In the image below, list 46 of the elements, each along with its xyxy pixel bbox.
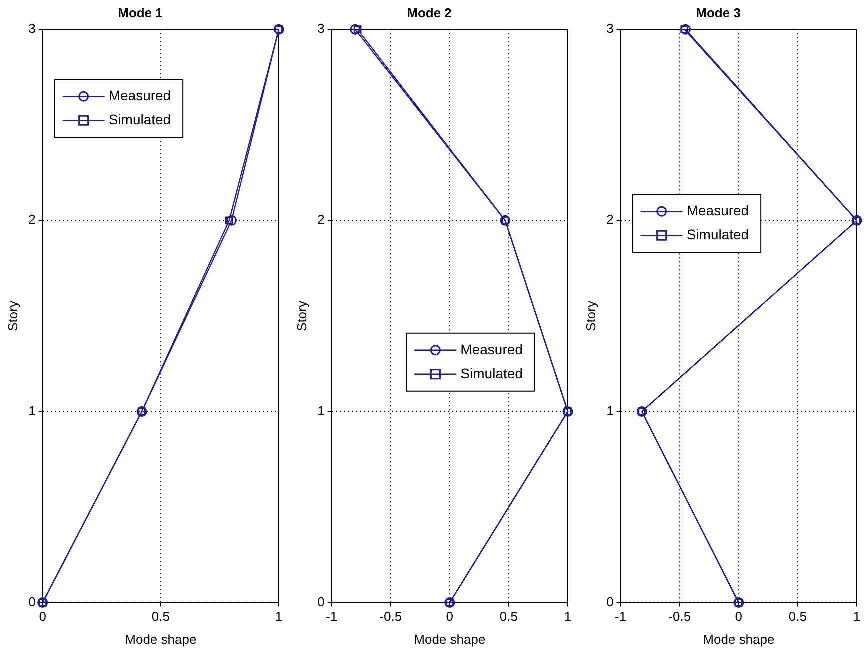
x-axis-title: Mode shape: [703, 632, 775, 647]
y-tick-label: 3: [318, 21, 325, 36]
y-tick-label: 2: [318, 212, 325, 228]
point: [680, 24, 692, 35]
chart-title: Mode 2: [407, 5, 452, 20]
y-tick-label: 2: [28, 212, 36, 228]
legend-label: Simulated: [686, 226, 750, 242]
y-axis-title: Story: [583, 300, 598, 332]
x-tick-label: 0: [735, 609, 743, 624]
point: [354, 26, 362, 34]
legend-label: Measured: [460, 341, 523, 358]
x-tick-label: 0: [446, 609, 454, 624]
legend-label: Simulated: [460, 365, 523, 382]
y-tick-label: 3: [28, 21, 36, 36]
x-tick-label: 1: [275, 609, 283, 624]
point: [225, 216, 234, 225]
x-tick-label: 0.5: [788, 609, 807, 624]
x-axis-title: Mode shape: [414, 632, 486, 647]
y-tick-label: 2: [606, 212, 614, 228]
x-axis-title: Mode shape: [125, 632, 197, 647]
y-tick-label: 1: [318, 403, 325, 418]
y-tick-label: 0: [318, 594, 325, 610]
x-tick-label: -1: [326, 609, 338, 624]
y-axis-title: Story: [5, 300, 20, 332]
x-tick-label: 0.5: [152, 609, 170, 624]
x-tick-label: 1: [564, 609, 572, 624]
y-tick-label: 1: [606, 403, 614, 418]
point: [350, 24, 361, 35]
chart-title: Mode 3: [696, 5, 741, 20]
x-tick-label: 1: [853, 609, 861, 624]
legend-label: Simulated: [108, 111, 172, 128]
y-tick-label: 1: [28, 403, 36, 418]
y-tick-label: 3: [606, 21, 614, 36]
legend-label: Measured: [108, 87, 172, 104]
x-tick-label: 0.5: [500, 609, 518, 624]
chart-title: Mode 1: [118, 5, 163, 20]
point: [680, 26, 689, 34]
x-tick-label: 0: [39, 609, 46, 624]
y-tick-label: 0: [606, 594, 614, 610]
x-tick-label: -0.5: [668, 609, 692, 624]
x-tick-label: -0.5: [380, 609, 402, 624]
point: [226, 215, 238, 226]
x-tick-label: -1: [615, 609, 627, 624]
legend-label: Measured: [686, 202, 750, 218]
y-tick-label: 0: [28, 594, 36, 610]
y-axis-title: Story: [294, 300, 310, 332]
